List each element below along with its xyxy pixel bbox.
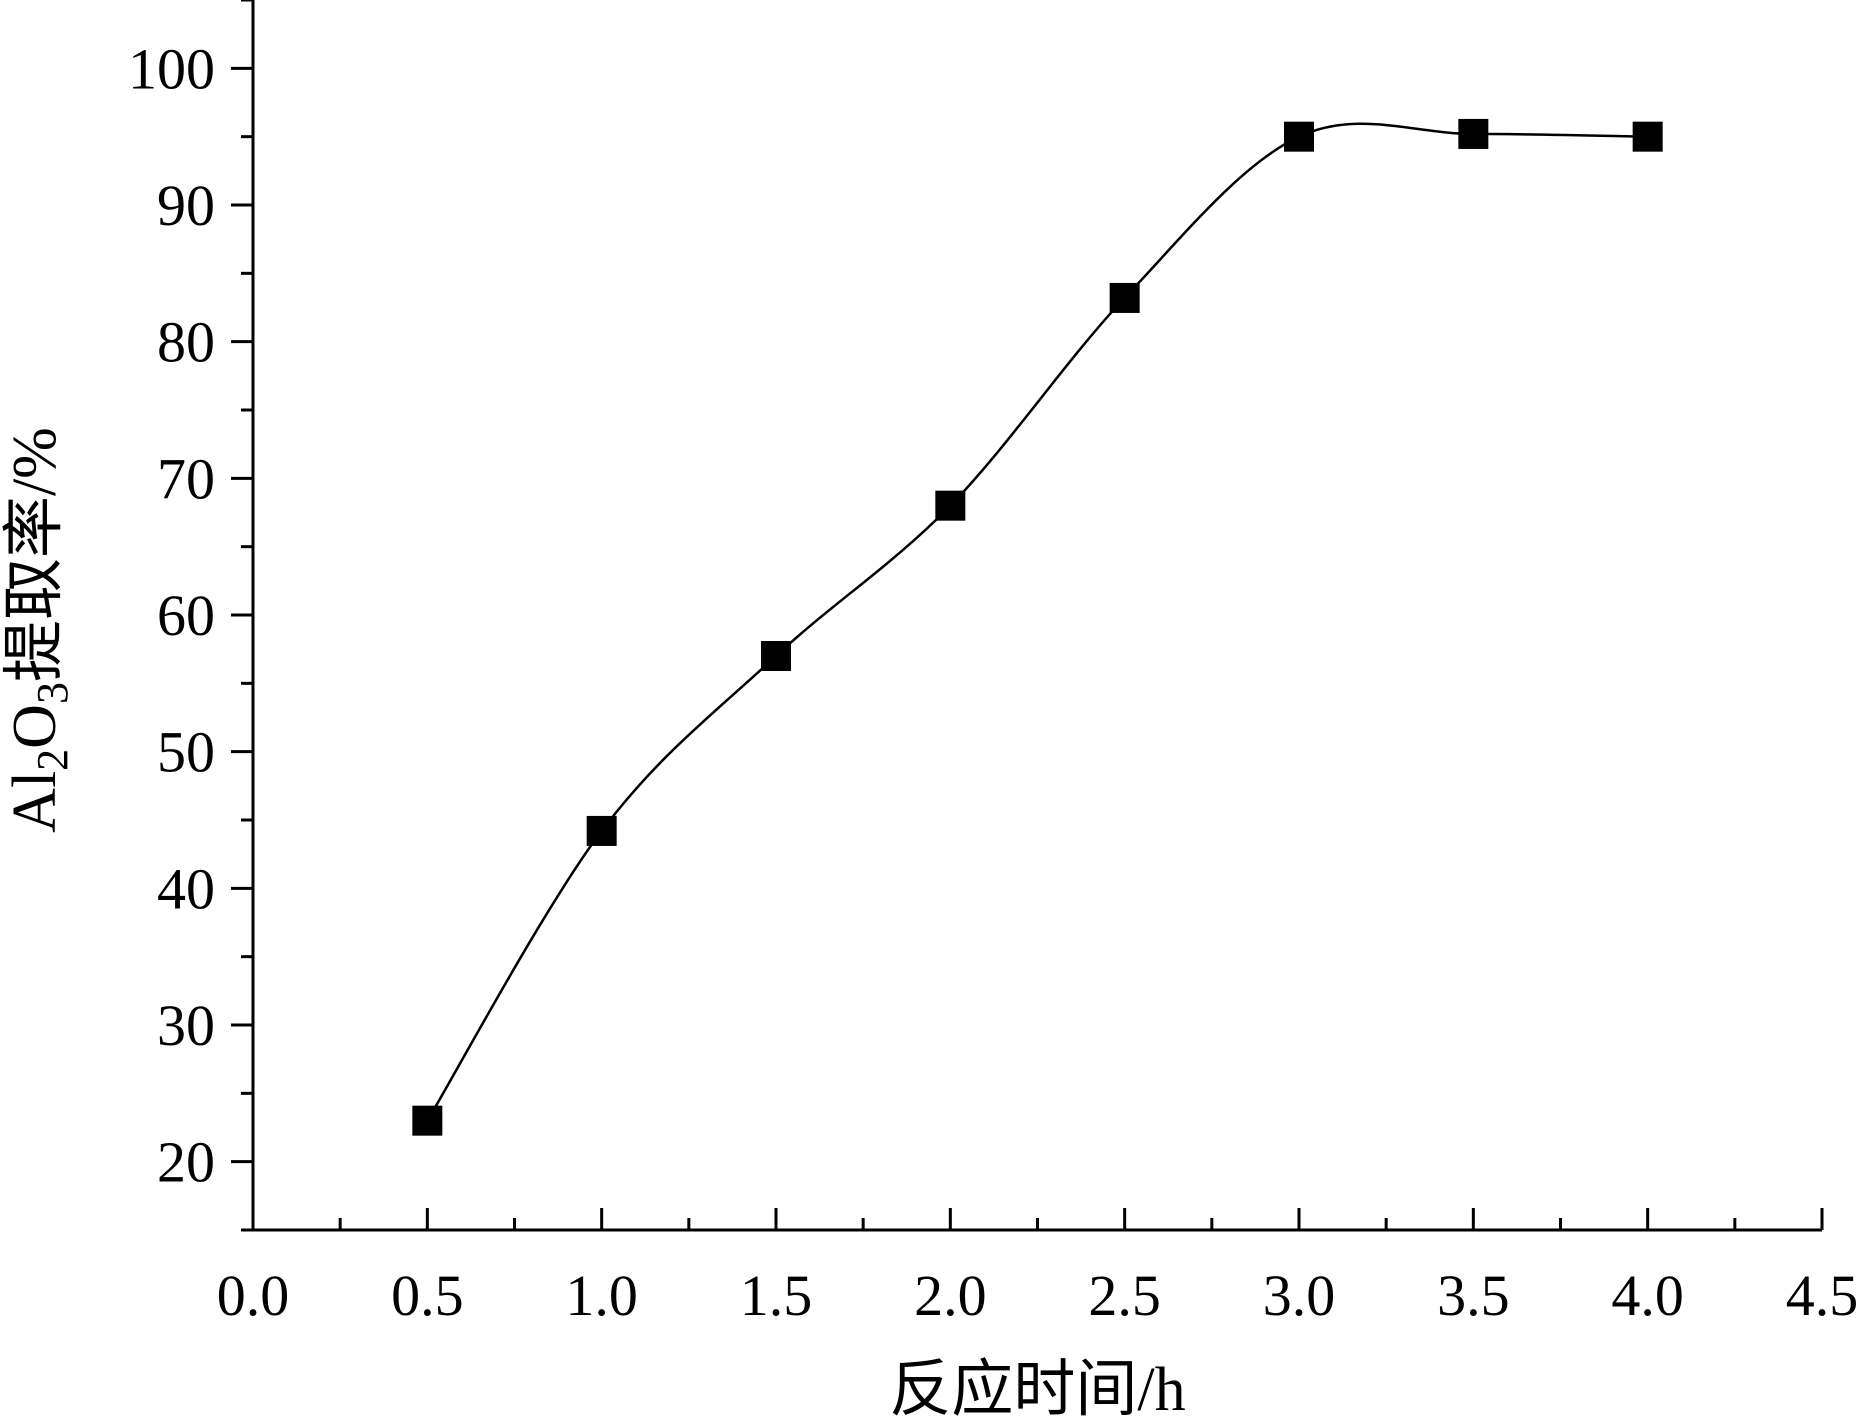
data-point bbox=[1284, 121, 1314, 152]
x-axis-title: 反应时间/h bbox=[889, 1356, 1185, 1424]
y-tick-label: 40 bbox=[157, 856, 215, 921]
y-axis-title-text: O bbox=[1, 704, 69, 749]
series-line bbox=[426, 122, 1648, 1122]
plot-area bbox=[412, 118, 1663, 1136]
x-tick-label: 2.5 bbox=[1088, 1263, 1161, 1328]
y-tick-label: 30 bbox=[157, 993, 215, 1058]
y-tick-label: 60 bbox=[157, 583, 215, 648]
y-tick-label: 100 bbox=[128, 36, 215, 101]
x-tick-label: 1.0 bbox=[565, 1263, 638, 1328]
x-tick-label: 0.5 bbox=[391, 1263, 464, 1328]
data-point bbox=[935, 490, 966, 521]
x-tick-label: 1.5 bbox=[740, 1263, 813, 1328]
y-tick-label: 50 bbox=[157, 720, 215, 785]
x-tick-label: 4.0 bbox=[1611, 1263, 1684, 1328]
axes bbox=[251, 0, 1822, 1232]
data-point bbox=[1632, 121, 1663, 152]
x-tick-label: 3.5 bbox=[1437, 1263, 1510, 1328]
y-tick-label: 70 bbox=[157, 446, 215, 511]
x-tick-label: 0.0 bbox=[217, 1263, 290, 1328]
y-tick-label: 20 bbox=[157, 1130, 215, 1195]
y-tick-label: 80 bbox=[157, 310, 215, 375]
data-point bbox=[586, 815, 617, 846]
data-point bbox=[761, 641, 791, 671]
x-tick-label: 4.5 bbox=[1786, 1263, 1857, 1328]
y-axis-title-subscript: 2 bbox=[28, 749, 77, 771]
data-point bbox=[1109, 282, 1140, 313]
y-axis-title-text: Al bbox=[1, 771, 69, 833]
y-axis-title-text: 提取率/% bbox=[1, 427, 69, 682]
x-tick-label: 3.0 bbox=[1263, 1263, 1336, 1328]
data-point bbox=[1458, 118, 1489, 149]
y-tick-label: 90 bbox=[157, 173, 215, 238]
y-axis-ticks: 20 30 40 50 60 70 80 90 100 bbox=[128, 0, 253, 1232]
x-axis-ticks: 0.0 0.5 1.0 1.5 2.0 2.5 3.0 3.5 4.0 4.5 bbox=[217, 1208, 1857, 1328]
y-axis-title: Al2O3提取率/% bbox=[1, 427, 77, 833]
y-axis-title-subscript: 3 bbox=[28, 682, 77, 704]
data-point bbox=[412, 1105, 443, 1136]
x-tick-label: 2.0 bbox=[914, 1263, 987, 1328]
